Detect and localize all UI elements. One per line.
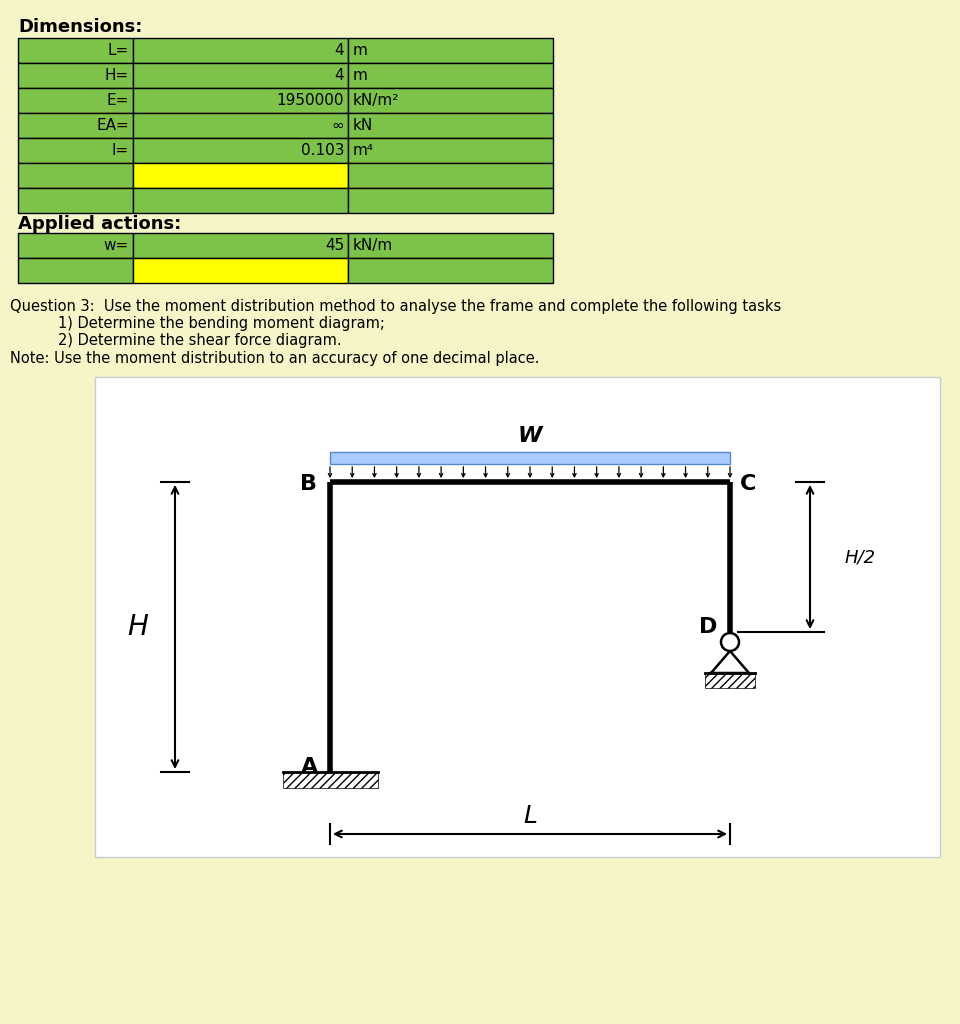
Bar — [18, 188, 133, 213]
Bar — [18, 163, 133, 188]
Bar — [133, 258, 348, 283]
Text: H/2: H/2 — [845, 548, 876, 566]
Circle shape — [721, 633, 739, 651]
Bar — [133, 163, 348, 188]
Bar — [348, 63, 553, 88]
Bar — [348, 163, 553, 188]
Text: ∞: ∞ — [331, 118, 344, 133]
Text: L=: L= — [108, 43, 129, 58]
Bar — [18, 258, 133, 283]
Text: W: W — [517, 426, 542, 446]
Bar — [705, 673, 755, 688]
Text: kN/m: kN/m — [353, 238, 394, 253]
Bar — [95, 377, 940, 857]
Text: kN/m²: kN/m² — [353, 93, 399, 108]
Text: 1950000: 1950000 — [276, 93, 344, 108]
Bar — [348, 233, 553, 258]
Bar — [18, 63, 133, 88]
Text: L: L — [523, 804, 537, 828]
Text: w=: w= — [104, 238, 129, 253]
Bar — [348, 88, 553, 113]
Text: D: D — [699, 617, 717, 637]
Bar — [18, 233, 133, 258]
Bar — [348, 258, 553, 283]
Bar — [348, 188, 553, 213]
Text: kN: kN — [353, 118, 373, 133]
Bar — [133, 113, 348, 138]
Text: 2) Determine the shear force diagram.: 2) Determine the shear force diagram. — [58, 333, 342, 348]
Text: E=: E= — [107, 93, 129, 108]
Bar — [18, 138, 133, 163]
Text: H=: H= — [105, 68, 129, 83]
Text: Applied actions:: Applied actions: — [18, 215, 181, 233]
Text: m: m — [353, 68, 368, 83]
Text: Dimensions:: Dimensions: — [18, 18, 142, 36]
Text: m⁴: m⁴ — [353, 143, 374, 158]
Text: 1) Determine the bending moment diagram;: 1) Determine the bending moment diagram; — [58, 316, 385, 331]
Bar — [18, 38, 133, 63]
Bar — [18, 113, 133, 138]
Text: I=: I= — [111, 143, 129, 158]
Text: Question 3:  Use the moment distribution method to analyse the frame and complet: Question 3: Use the moment distribution … — [10, 299, 781, 314]
Text: H: H — [128, 613, 149, 641]
Bar — [133, 233, 348, 258]
Bar — [348, 113, 553, 138]
Text: B: B — [300, 474, 317, 494]
Text: C: C — [740, 474, 756, 494]
Text: A: A — [301, 757, 319, 777]
Text: 45: 45 — [324, 238, 344, 253]
Bar — [133, 88, 348, 113]
Text: 4: 4 — [334, 43, 344, 58]
Bar — [348, 38, 553, 63]
Text: EA=: EA= — [96, 118, 129, 133]
Text: 0.103: 0.103 — [300, 143, 344, 158]
Text: Note: Use the moment distribution to an accuracy of one decimal place.: Note: Use the moment distribution to an … — [10, 351, 540, 366]
Text: 4: 4 — [334, 68, 344, 83]
Bar — [348, 138, 553, 163]
Bar — [330, 452, 730, 464]
Text: m: m — [353, 43, 368, 58]
Bar — [133, 63, 348, 88]
Bar — [282, 772, 377, 788]
Bar — [133, 38, 348, 63]
Bar — [133, 188, 348, 213]
Bar — [133, 138, 348, 163]
Bar — [18, 88, 133, 113]
